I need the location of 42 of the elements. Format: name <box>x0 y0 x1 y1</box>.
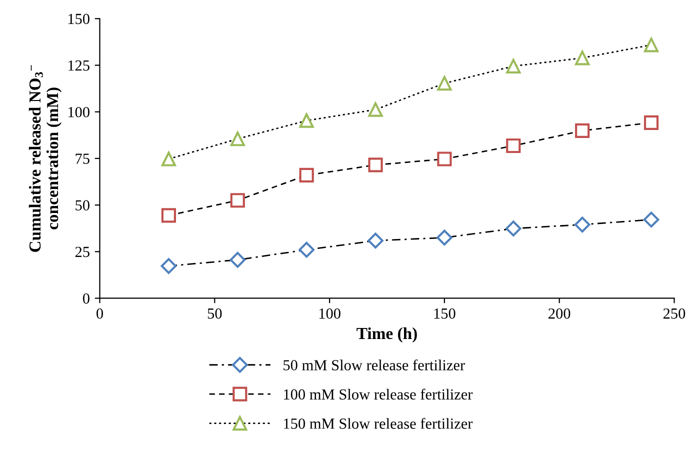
point <box>160 258 177 274</box>
point <box>368 102 383 117</box>
point <box>575 123 590 138</box>
point <box>506 138 521 154</box>
point <box>643 212 660 228</box>
point <box>436 230 452 246</box>
y-tick-label: 75 <box>76 154 90 164</box>
point <box>230 132 245 146</box>
point <box>505 220 522 236</box>
point <box>437 76 452 91</box>
y-tick-label: 0 <box>82 293 90 304</box>
y-tick-label: 25 <box>75 246 90 258</box>
point <box>574 216 590 233</box>
point <box>230 252 246 268</box>
point <box>644 38 659 52</box>
point <box>230 193 245 208</box>
legend-label: 100 mM Slow release fertilizer <box>284 388 473 400</box>
point <box>368 158 383 172</box>
x-tick-label: 100 <box>319 308 340 319</box>
x-tick-label: 150 <box>434 308 456 319</box>
x-tick-label: 50 <box>208 308 222 319</box>
y-tick-label: 125 <box>68 60 90 71</box>
point <box>299 168 314 183</box>
x-tick-label: 200 <box>548 308 570 319</box>
point <box>161 208 176 223</box>
x-axis-title: Time (h) <box>356 327 417 342</box>
point <box>644 115 659 130</box>
legend-label: 50 mM Slow release fertilizer <box>284 359 465 370</box>
point <box>298 242 314 258</box>
point <box>299 113 314 128</box>
point <box>368 232 384 249</box>
point <box>161 152 176 166</box>
y-tick-label: 150 <box>68 14 90 24</box>
point <box>437 152 452 166</box>
y-tick-label: 100 <box>68 106 90 118</box>
x-tick-label: 0 <box>96 308 103 319</box>
legend-label: 150 mM Slow release fertilizer <box>284 418 473 429</box>
x-tick-label: 250 <box>663 308 686 319</box>
text: Cumulative released NO$_{3}$$^{−}$ concentration (mM) <box>28 65 62 252</box>
y-tick-label: 50 <box>76 200 90 210</box>
point <box>506 58 521 74</box>
point <box>575 50 590 66</box>
